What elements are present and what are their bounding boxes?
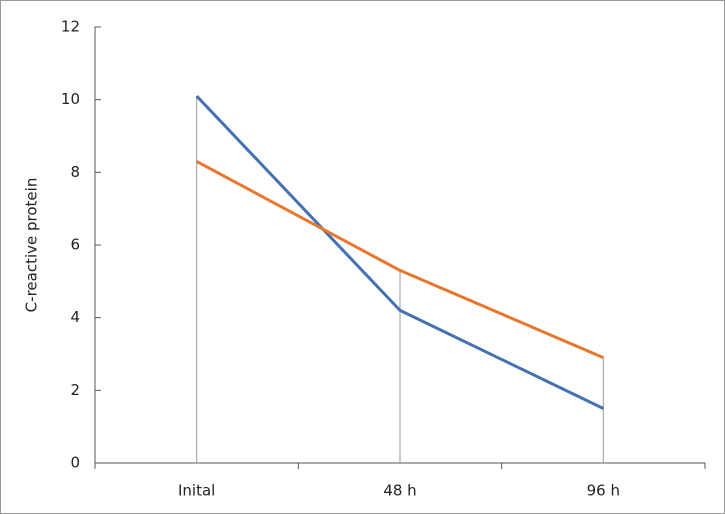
y-tick-label: 8 — [70, 163, 80, 181]
x-tick-label: Inital — [178, 482, 215, 500]
x-tick-label: 96 h — [587, 482, 620, 500]
y-tick-label: 2 — [70, 381, 80, 399]
y-axis-label: C-reactive protein — [23, 178, 41, 313]
y-tick-label: 0 — [70, 454, 80, 472]
y-tick-label: 4 — [70, 308, 80, 326]
y-tick-label: 12 — [61, 18, 80, 36]
y-tick-label: 6 — [70, 236, 80, 254]
x-tick-label: 48 h — [383, 482, 416, 500]
y-tick-label: 10 — [61, 90, 80, 108]
series-line — [195, 160, 604, 360]
series-line — [195, 95, 604, 410]
